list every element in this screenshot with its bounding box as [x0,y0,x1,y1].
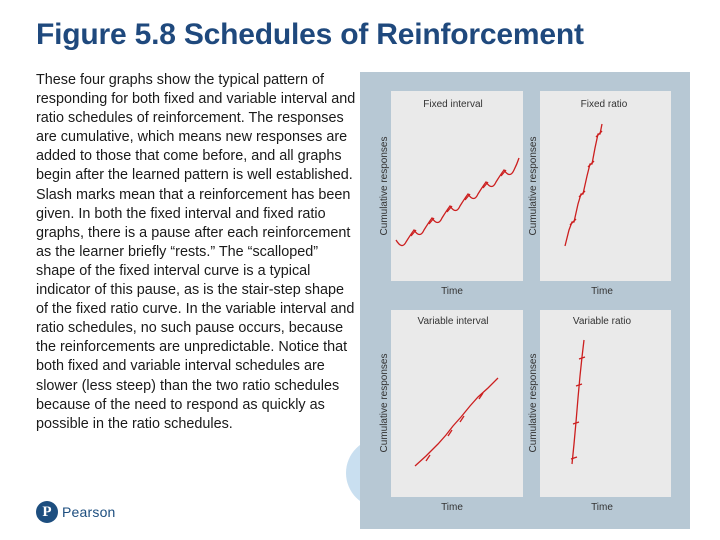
pearson-logo: P Pearson [36,501,116,523]
reinforcement-mark [575,383,583,387]
reinforcement-mark [464,193,471,201]
reinforcement-mark [410,229,417,237]
reinforcement-mark [500,169,507,177]
reinforcement-mark [482,181,489,189]
panel-variable-interval-xlabel: Time [441,502,463,513]
variable-ratio-reinforcement-marks [570,356,586,460]
panel-fixed-interval-xlabel: Time [441,286,463,297]
reinforcement-mark [478,392,484,400]
reinforcement-mark [595,130,603,138]
panel-variable-ratio: Variable ratio Cumulative responses Time [528,310,671,513]
reinforcement-mark [447,429,453,437]
variable-ratio-curve [571,339,585,465]
panel-fixed-ratio-ylabel: Cumulative responses [528,137,539,236]
panel-fixed-ratio-xlabel: Time [591,286,613,297]
slide-title: Figure 5.8 Schedules of Reinforcement [36,18,584,51]
fixed-interval-curve [395,157,520,247]
panel-fixed-interval-title: Fixed interval [423,99,482,110]
slide-body-text: These four graphs show the typical patte… [36,72,356,432]
panel-variable-interval-ylabel: Cumulative responses [379,354,390,453]
panel-variable-interval: Variable interval Cumulative responses T… [379,310,523,513]
variable-interval-curve [414,377,499,467]
panel-variable-interval-plot-area [391,310,523,497]
panel-fixed-ratio-plot-area [540,91,671,281]
reinforcement-mark [572,421,580,425]
panel-fixed-interval-ylabel: Cumulative responses [379,137,390,236]
panel-variable-ratio-ylabel: Cumulative responses [528,354,539,453]
reinforcement-mark [428,217,435,225]
pearson-logo-text: Pearson [62,504,116,520]
panel-fixed-interval: Fixed interval Cumulative responses Time [379,91,523,297]
fixed-ratio-reinforcement-marks [569,130,603,226]
panel-fixed-interval-plot-area [391,91,523,281]
reinforcement-mark [569,218,577,226]
variable-interval-reinforcement-marks [425,392,484,462]
pearson-logo-icon: P [36,501,58,523]
reinforcement-mark [446,205,453,213]
panel-variable-ratio-title: Variable ratio [573,316,632,327]
reinforcement-schedules-figure: Fixed interval Cumulative responses Time… [360,72,690,529]
panel-variable-ratio-xlabel: Time [591,502,613,513]
panel-variable-interval-title: Variable interval [418,316,489,327]
panel-fixed-ratio-title: Fixed ratio [581,99,628,110]
reinforcement-mark [587,160,595,168]
panel-variable-ratio-plot-area [540,310,671,497]
reinforcement-mark [578,190,586,198]
panel-fixed-ratio: Fixed ratio Cumulative responses Time [528,91,671,297]
reinforcement-mark [425,454,431,462]
reinforcement-mark [578,356,586,360]
reinforcement-mark [459,415,465,423]
fixed-interval-reinforcement-marks [410,169,507,237]
reinforcement-mark [570,456,578,460]
